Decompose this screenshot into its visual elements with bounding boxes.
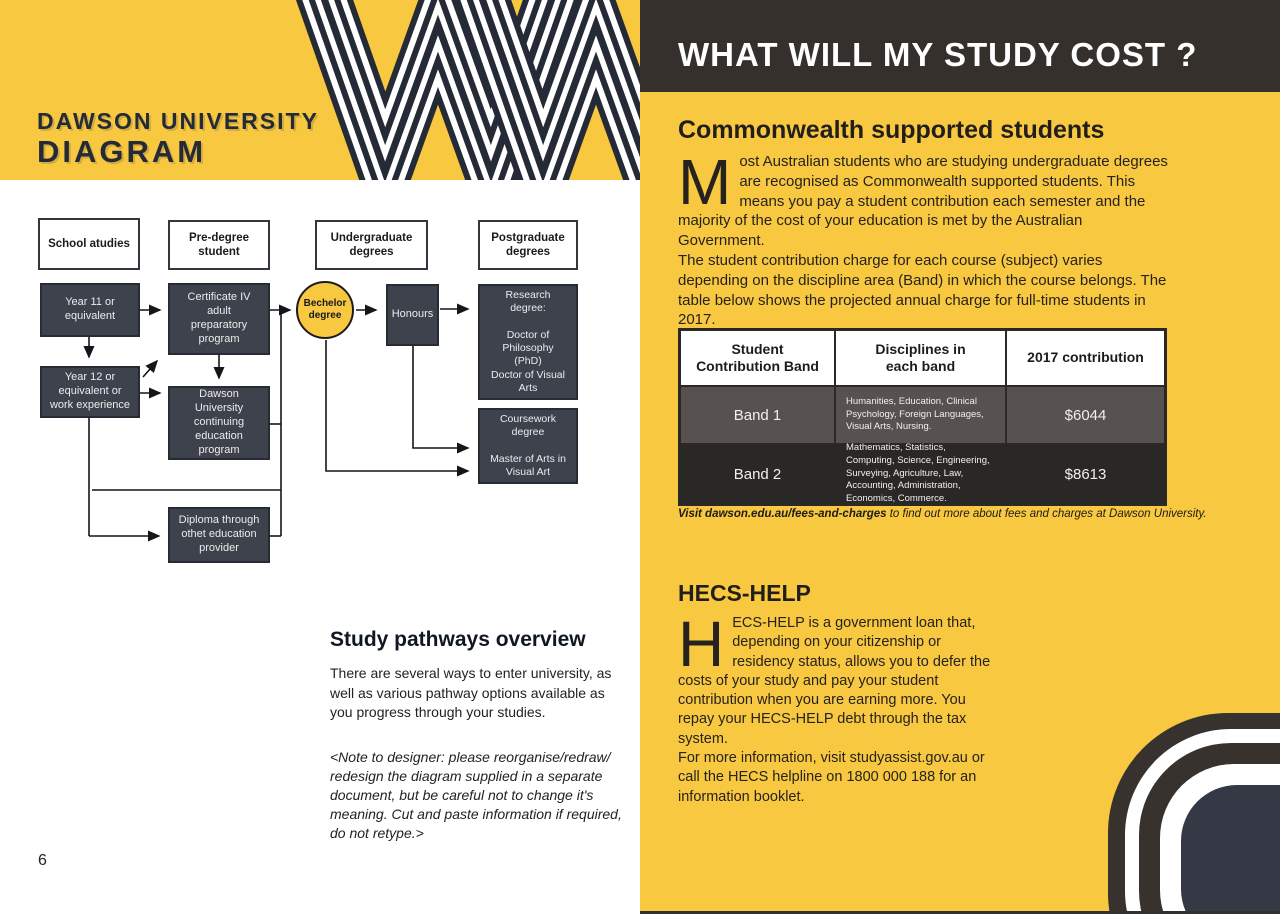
- diagram-header-undergraduate: Undergraduate degrees: [315, 220, 428, 270]
- overview-body: There are several ways to enter universi…: [330, 665, 612, 721]
- column-header-contribution: 2017 contribution: [1027, 349, 1144, 366]
- band2-disciplines: Mathematics, Statistics, Computing, Scie…: [836, 442, 1007, 504]
- diagram-node-research-degree: Research degree: Doctor of Philosophy (P…: [478, 284, 578, 400]
- hecs-text-1: ECS-HELP is a government loan that, depe…: [678, 615, 991, 747]
- band1-label: Band 1: [681, 387, 836, 443]
- overview-heading: Study pathways overview: [330, 628, 586, 651]
- bottom-edge-strip: [640, 911, 1280, 914]
- column-header-disciplines: Disciplines in each band: [836, 331, 1007, 385]
- table-row-band2: Band 2 Mathematics, Statistics, Computin…: [681, 442, 1164, 504]
- fees-note: Visit dawson.edu.au/fees-and-charges to …: [678, 508, 1207, 520]
- section-header-bar: WHAT WILL MY STUDY COST ?: [640, 0, 1280, 92]
- fees-note-rest: to find out more about fees and charges …: [886, 508, 1207, 520]
- page-number: 6: [38, 852, 47, 869]
- left-banner: DAWSON UNIVERSITY DIAGRAM: [0, 0, 640, 180]
- band2-label: Band 2: [681, 445, 836, 503]
- right-page: WHAT WILL MY STUDY COST ? Commonwealth s…: [640, 0, 1280, 914]
- commonwealth-text-1: ost Australian students who are studying…: [678, 153, 1168, 250]
- diagram-node-honours: Honours: [386, 284, 439, 346]
- hecs-paragraph: H ECS-HELP is a government loan that, dep…: [678, 608, 1000, 807]
- diagram-node-year12: Year 12 or equivalent or work experience: [40, 366, 140, 418]
- w-stripes-graphic: [295, 0, 640, 180]
- table-row-band1: Band 1 Humanities, Education, Clinical P…: [681, 387, 1164, 445]
- fees-table: Student Contribution Band Disciplines in…: [678, 328, 1167, 506]
- dropcap-m: M: [678, 146, 732, 218]
- section-header-title: WHAT WILL MY STUDY COST ?: [678, 36, 1198, 73]
- diagram-node-certificate-iv: Certificate IV adult preparatory program: [168, 283, 270, 355]
- column-header-band: Student Contribution Band: [681, 331, 836, 385]
- diagram-node-year11: Year 11 or equivalent: [40, 283, 140, 337]
- diagram-node-continuing-education: Dawson University continuing education p…: [168, 386, 270, 460]
- diagram-header-pre-degree: Pre-degree student: [168, 220, 270, 270]
- dropcap-h: H: [678, 608, 725, 680]
- diagram-connectors: [83, 303, 470, 542]
- commonwealth-text-2: The student contribution charge for each…: [678, 251, 1167, 329]
- diagram-header-school-studies: School atudies: [38, 218, 140, 270]
- page-title: DAWSON UNIVERSITY: [37, 108, 319, 134]
- diagram-node-coursework-degree: Coursework degree Master of Arts in Visu…: [478, 408, 578, 484]
- designer-note: <Note to designer: please reorganise/red…: [330, 749, 622, 841]
- diagram-node-diploma: Diploma through othet education provider: [168, 507, 270, 563]
- logo-center: [1181, 785, 1280, 914]
- fees-note-link: Visit dawson.edu.au/fees-and-charges: [678, 508, 887, 520]
- hecs-text-2: For more information, visit studyassist.…: [678, 749, 985, 805]
- hecs-heading: HECS-HELP: [678, 580, 811, 606]
- diagram-header-postgraduate: Postgraduate degrees: [478, 220, 578, 270]
- commonwealth-heading: Commonwealth supported students: [678, 116, 1105, 144]
- band1-disciplines: Humanities, Education, Clinical Psycholo…: [836, 387, 1007, 443]
- diagram-node-bachelor-degree: Bechelor degree: [296, 281, 354, 339]
- page-subtitle: DIAGRAM: [37, 134, 207, 169]
- band1-contribution: $6044: [1064, 406, 1107, 424]
- fees-table-header-row: Student Contribution Band Disciplines in…: [681, 331, 1164, 387]
- band2-contribution: $8613: [1064, 465, 1107, 483]
